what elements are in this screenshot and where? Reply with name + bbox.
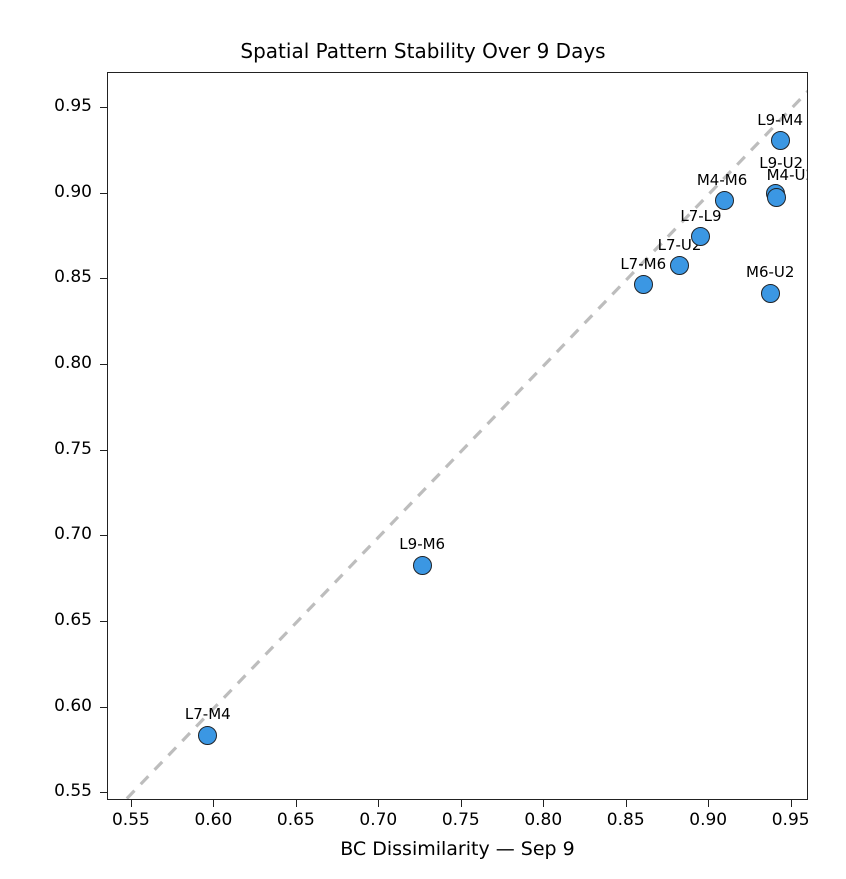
scatter-point	[670, 256, 690, 276]
scatter-point	[633, 275, 653, 295]
y-tick-label: 0.95	[54, 96, 92, 117]
x-tick-mark	[130, 800, 132, 807]
y-tick-label: 0.65	[54, 609, 92, 630]
scatter-point	[760, 283, 780, 303]
y-tick-label: 0.80	[54, 353, 92, 374]
x-tick-label: 0.90	[689, 810, 728, 830]
y-tick-label: 0.55	[54, 781, 92, 802]
point-label: L9-M4	[757, 110, 804, 129]
scatter-point	[767, 187, 787, 207]
x-tick-mark	[708, 800, 710, 807]
x-tick-mark	[378, 800, 380, 807]
chart-title-line-1: Spatial Pattern Stability Over 9 Days	[240, 39, 606, 63]
point-label: L7-M6	[620, 254, 667, 273]
y-tick-mark	[100, 449, 107, 451]
x-tick-label: 0.55	[111, 810, 150, 830]
y-tick-label: 0.90	[54, 181, 92, 202]
y-tick-mark	[100, 535, 107, 537]
scatter-point	[714, 191, 734, 211]
y-tick-label: 0.70	[54, 524, 92, 545]
y-tick-mark	[100, 278, 107, 280]
x-tick-label: 0.80	[524, 810, 563, 830]
x-tick-mark	[295, 800, 297, 807]
point-label: L7-U2	[657, 235, 702, 254]
x-tick-mark	[790, 800, 792, 807]
y-tick-label: 0.60	[54, 695, 92, 716]
point-label: L9-U2	[759, 153, 804, 172]
y-tick-mark	[100, 620, 107, 622]
x-tick-label: 0.65	[276, 810, 315, 830]
point-label: M4-M6	[696, 170, 748, 189]
scatter-point	[770, 131, 790, 151]
point-label: L7-M4	[184, 705, 231, 724]
x-tick-mark	[625, 800, 627, 807]
x-tick-mark	[213, 800, 215, 807]
y-tick-mark	[100, 192, 107, 194]
y-tick-mark	[100, 706, 107, 708]
x-tick-label: 0.95	[771, 810, 810, 830]
y-tick-mark	[100, 364, 107, 366]
x-tick-label: 0.75	[441, 810, 480, 830]
x-tick-mark	[460, 800, 462, 807]
scatter-point	[691, 227, 711, 247]
x-tick-mark	[543, 800, 545, 807]
point-label: M6-U2	[746, 263, 795, 282]
point-label: M4-U2	[766, 166, 807, 185]
y-tick-label: 0.85	[54, 267, 92, 288]
scatter-point	[412, 555, 432, 575]
point-label: L9-M6	[399, 535, 446, 554]
x-tick-label: 0.60	[194, 810, 233, 830]
identity-reference-line	[124, 89, 807, 799]
scatter-point	[198, 725, 218, 745]
point-label: L7-L9	[680, 206, 722, 225]
y-tick-mark	[100, 107, 107, 109]
x-axis-label: BC Dissimilarity — Sep 9	[340, 838, 575, 860]
y-tick-mark	[100, 792, 107, 794]
x-tick-label: 0.70	[359, 810, 398, 830]
x-tick-label: 0.85	[606, 810, 645, 830]
y-tick-label: 0.75	[54, 438, 92, 459]
